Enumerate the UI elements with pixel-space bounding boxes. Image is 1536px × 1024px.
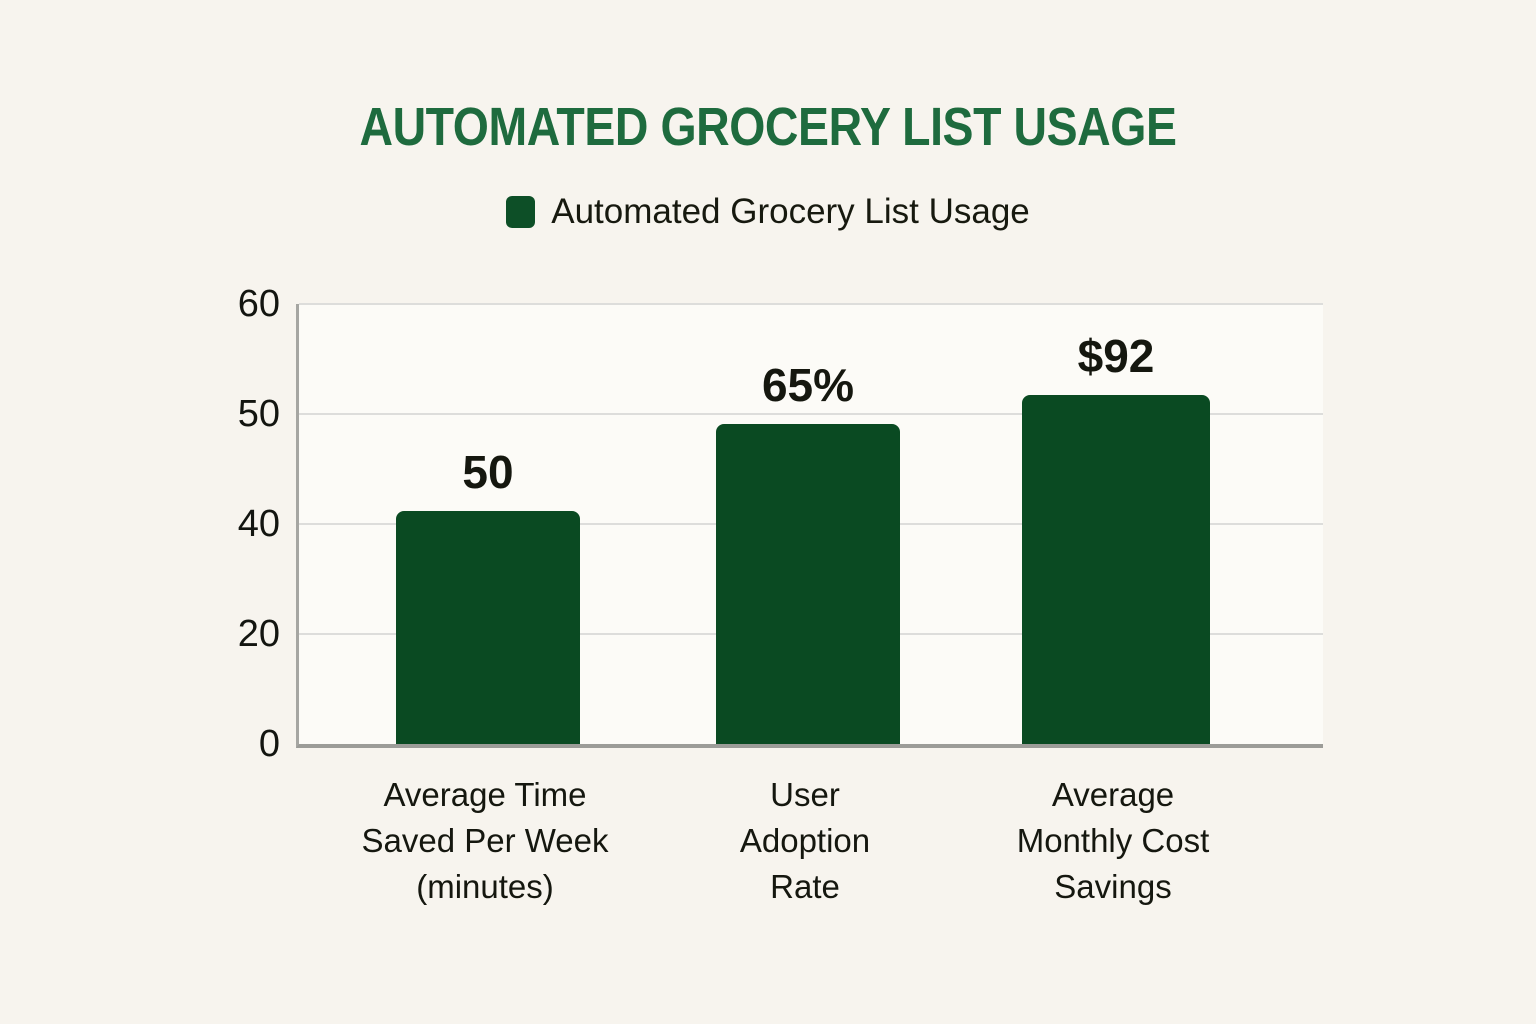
legend-swatch-icon [506, 196, 536, 228]
bar [716, 424, 900, 744]
bar [1022, 395, 1210, 744]
bar [396, 511, 580, 744]
bar-value-label: $92 [1077, 330, 1155, 382]
x-tick-label: User Adoption Rate [739, 776, 871, 905]
y-axis: 60 50 40 20 0 [0, 285, 280, 763]
x-tick-label: Average Time Saved Per Week (minutes) [361, 776, 609, 905]
y-tick-label: 50 [237, 393, 280, 435]
bar-value-label: 50 [462, 446, 514, 498]
plot-area: 50 65% $92 [296, 303, 1323, 748]
x-axis: Average Time Saved Per Week (minutes) Use… [296, 772, 1320, 932]
gridline [299, 413, 1323, 415]
legend: Automated Grocery List Usage [0, 192, 1536, 232]
y-tick-label: 40 [237, 503, 280, 545]
gridline [299, 303, 1323, 305]
legend-label: Automated Grocery List Usage [551, 192, 1030, 231]
y-tick-label: 20 [237, 613, 280, 655]
y-tick-label: 0 [258, 723, 280, 765]
x-tick-label: Average Monthly Cost Savings [1016, 776, 1210, 905]
bar-value-label: 65% [761, 359, 855, 411]
y-tick-label: 60 [237, 283, 280, 325]
chart-title: AUTOMATED GROCERY LIST USAGE [359, 97, 1177, 157]
